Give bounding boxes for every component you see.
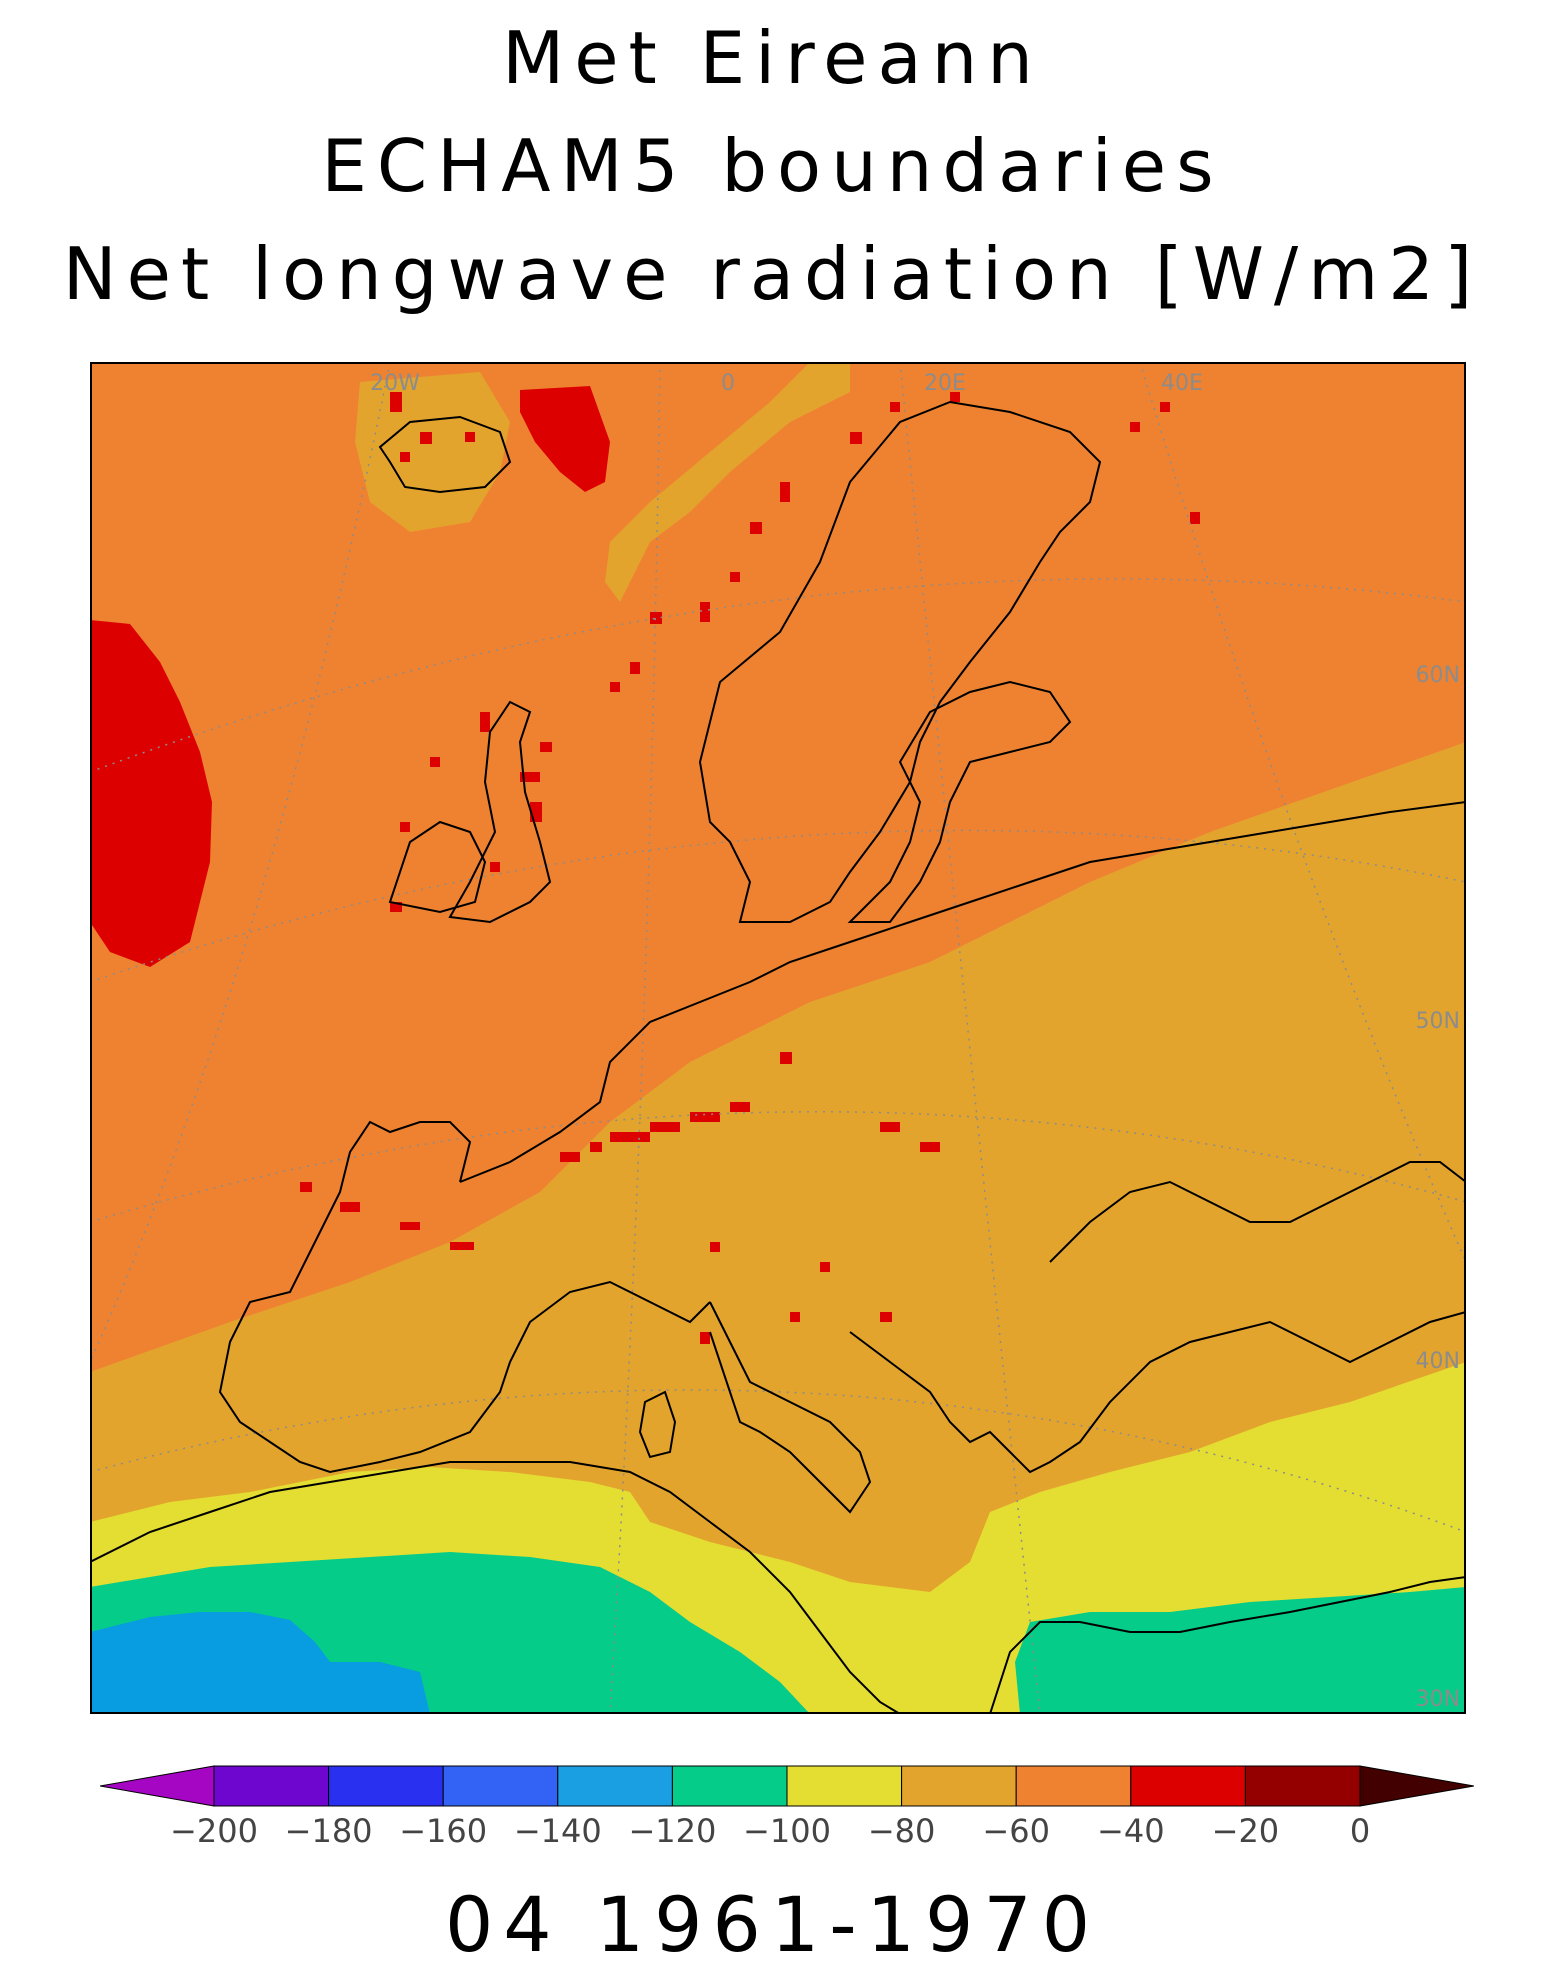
colorbar-segment — [1131, 1766, 1246, 1806]
colorbar-tick-label: −100 — [743, 1812, 831, 1850]
colorbar-tick-label: −40 — [1097, 1812, 1165, 1850]
colorbar-segment — [443, 1766, 558, 1806]
colorbar-arrow-high — [1360, 1766, 1474, 1806]
colorbar-tick-label: −180 — [285, 1812, 373, 1850]
colorbar-segment — [1245, 1766, 1360, 1806]
colorbar-tick-label: −120 — [628, 1812, 716, 1850]
colorbar-segment — [1016, 1766, 1131, 1806]
colorbar-tick-label: −80 — [868, 1812, 936, 1850]
colorbar-segment — [558, 1766, 673, 1806]
colorbar-tick-label: −140 — [514, 1812, 602, 1850]
lon-label-0: 0 — [721, 371, 735, 396]
colorbar-segment — [214, 1766, 329, 1806]
lon-label-40e: 40E — [1161, 371, 1203, 396]
lat-label-50n: 50N — [1416, 1009, 1460, 1034]
colorbar-tick-label: −200 — [170, 1812, 258, 1850]
title-line-1: Met Eireann — [0, 22, 1545, 94]
colorbar-tick-label: −20 — [1212, 1812, 1280, 1850]
title-line-3: Net longwave radiation [W/m2] — [0, 238, 1545, 310]
colorbar-arrow-low — [100, 1766, 214, 1806]
lon-label-20w: 20W — [370, 371, 420, 396]
colorbar-segment — [787, 1766, 902, 1806]
colorbar-segment — [329, 1766, 444, 1806]
map: 20W 0 20E 40E 60N 50N 40N 30N — [90, 362, 1466, 1714]
colorbar-tick-label: 0 — [1350, 1812, 1370, 1850]
colorbar — [100, 1764, 1474, 1808]
title-line-2: ECHAM5 boundaries — [0, 130, 1545, 202]
colorbar-segment — [672, 1766, 787, 1806]
colorbar-segment — [902, 1766, 1017, 1806]
period-label: 04 1961-1970 — [0, 1880, 1545, 1969]
colorbar-tick-label: −160 — [399, 1812, 487, 1850]
lat-label-40n: 40N — [1416, 1349, 1460, 1374]
lon-label-20e: 20E — [924, 371, 966, 396]
colorbar-tick-label: −60 — [982, 1812, 1050, 1850]
lat-label-30n: 30N — [1416, 1687, 1460, 1712]
lat-label-60n: 60N — [1416, 663, 1460, 688]
